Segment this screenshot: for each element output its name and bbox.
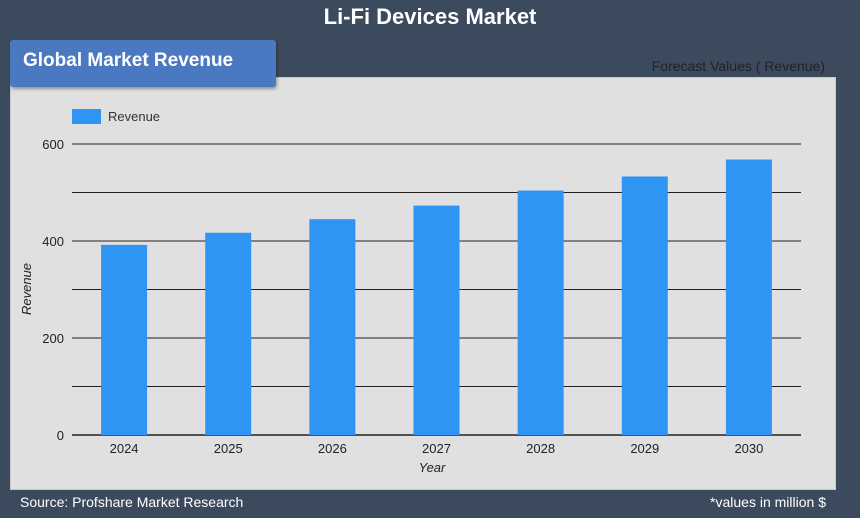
bar-2030 (725, 159, 772, 435)
x-axis-title: Year (419, 460, 446, 475)
x-tick-label: 2026 (318, 441, 347, 456)
source-note: Source: Profshare Market Research (20, 494, 244, 510)
bar-2029 (621, 176, 668, 435)
x-tick-label: 2029 (630, 441, 659, 456)
section-badge: Global Market Revenue (10, 40, 276, 87)
page-title: Li-Fi Devices Market (323, 4, 537, 29)
bar-2027 (413, 205, 460, 435)
bar-2026 (309, 219, 356, 435)
bar-2025 (205, 232, 252, 435)
bar-2028 (517, 190, 564, 435)
bar-2024 (101, 244, 148, 435)
y-tick-label: 0 (57, 428, 64, 443)
y-tick-label: 200 (42, 331, 64, 346)
legend-swatch (72, 109, 101, 124)
y-tick-label: 400 (42, 234, 64, 249)
units-note: *values in million $ (710, 494, 826, 510)
x-tick-label: 2024 (110, 441, 139, 456)
x-tick-label: 2027 (422, 441, 451, 456)
y-axis-title: Revenue (19, 263, 34, 315)
x-tick-label: 2028 (526, 441, 555, 456)
x-tick-label: 2030 (734, 441, 763, 456)
y-tick-label: 600 (42, 137, 64, 152)
x-tick-label: 2025 (214, 441, 243, 456)
forecast-subtitle: Forecast Values ( Revenue) (651, 58, 825, 74)
legend-label: Revenue (108, 109, 160, 124)
